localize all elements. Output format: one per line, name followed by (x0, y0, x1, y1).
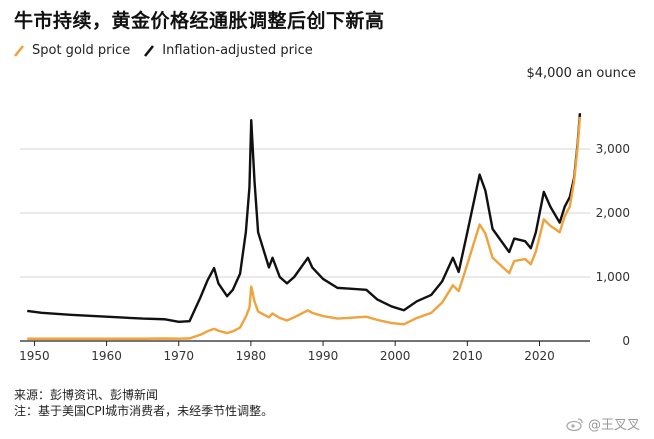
legend-swatch-spot (14, 44, 24, 57)
chart-footer: 来源：彭博资讯、彭博新闻 注：基于美国CPI城市消费者，未经季节性调整。 (14, 387, 273, 419)
grid-layer (20, 148, 590, 278)
legend-swatch-adjusted (144, 44, 155, 57)
x-tick-label-6: 2010 (452, 349, 483, 363)
y-tick-label-0: 0 (622, 334, 630, 348)
y-tick-label-2: 2,000 (596, 206, 630, 220)
legend-item-spot: Spot gold price (14, 43, 130, 58)
x-tick-label-0: 1950 (19, 349, 50, 363)
series-line-inflation-adjusted (27, 113, 582, 323)
weibo-watermark: @王叉叉 (566, 414, 640, 433)
x-tick-label-7: 2020 (524, 349, 555, 363)
y-tick-label-3: 3,000 (596, 142, 630, 156)
x-tick-label-1: 1960 (91, 349, 122, 363)
y-tick-label-1: 1,000 (596, 270, 630, 284)
methodology-note: 注：基于美国CPI城市消费者，未经季节性调整。 (14, 404, 274, 418)
chart-legend: Spot gold price Inflation-adjusted price (14, 43, 327, 58)
weibo-icon (566, 417, 584, 431)
x-tick-label-4: 1990 (308, 349, 339, 363)
legend-label-spot: Spot gold price (32, 43, 131, 58)
gold-price-chart: 0 1,000 2,000 3,000 1950 1960 1970 1980 1990 2000… (19, 113, 630, 363)
series-layer (27, 113, 582, 340)
watermark-text: @王叉叉 (587, 418, 640, 433)
axis-layer: 0 1,000 2,000 3,000 1950 1960 1970 1980 1990 2000… (19, 142, 630, 363)
x-tick-label-3: 1980 (236, 349, 267, 363)
chart-title: 牛市持续，黄金价格经通胀调整后创下新高 (14, 10, 385, 32)
x-tick-label-5: 2000 (380, 349, 411, 363)
source-note: 来源：彭博资讯、彭博新闻 (14, 388, 159, 402)
legend-label-adjusted: Inflation-adjusted price (162, 43, 313, 58)
series-line-spot-gold (27, 116, 582, 340)
x-tick-label-2: 1970 (163, 349, 194, 363)
legend-item-adjusted: Inflation-adjusted price (144, 43, 313, 58)
y-axis-unit-label: $4,000 an ounce (526, 66, 636, 81)
